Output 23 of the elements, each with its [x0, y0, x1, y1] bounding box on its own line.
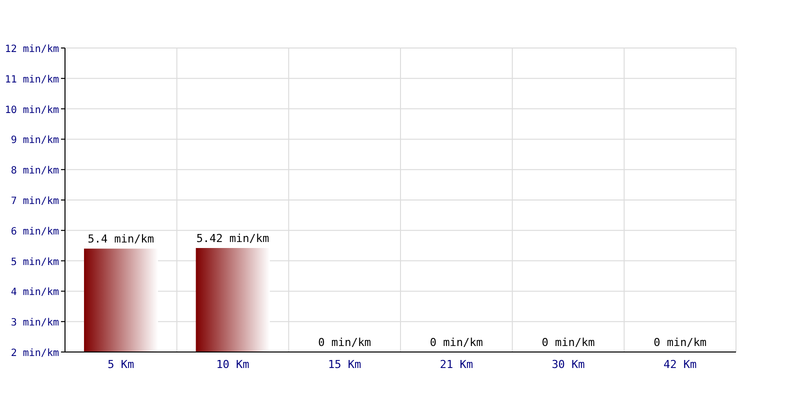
y-tick-label: 7 min/km	[10, 196, 59, 207]
y-tick-label: 4 min/km	[10, 287, 59, 298]
x-tick-label: 15 Km	[328, 358, 362, 371]
y-tick-label: 8 min/km	[10, 166, 59, 177]
text: 0 min/km	[318, 336, 372, 349]
y-tick-label: 12 min/km	[4, 44, 59, 55]
text: 0 min/km	[542, 336, 595, 349]
x-tick-label: 21 Km	[440, 358, 474, 371]
x-tick-label: 42 Km	[664, 358, 698, 371]
y-tick-label: 3 min/km	[10, 318, 59, 329]
x-tick-label: 5 Km	[108, 358, 135, 371]
y-tick-label: 6 min/km	[10, 226, 59, 238]
y-tick-label: 10 min/km	[4, 104, 59, 116]
text: 0 min/km	[430, 336, 483, 349]
x-tick-label: 30 Km	[552, 358, 586, 371]
text: 0 min/km	[654, 336, 707, 349]
y-tick-label: 5 min/km	[10, 256, 59, 268]
data-label: 5.42 min/km	[196, 232, 270, 246]
data-label: 5.4 min/km	[88, 232, 154, 246]
y-tick-label: 9 min/km	[10, 135, 59, 146]
y-tick-label: 2 min/km	[10, 348, 59, 359]
y-tick-label: 11 min/km	[4, 74, 59, 86]
x-tick-label: 10 Km	[216, 358, 250, 371]
